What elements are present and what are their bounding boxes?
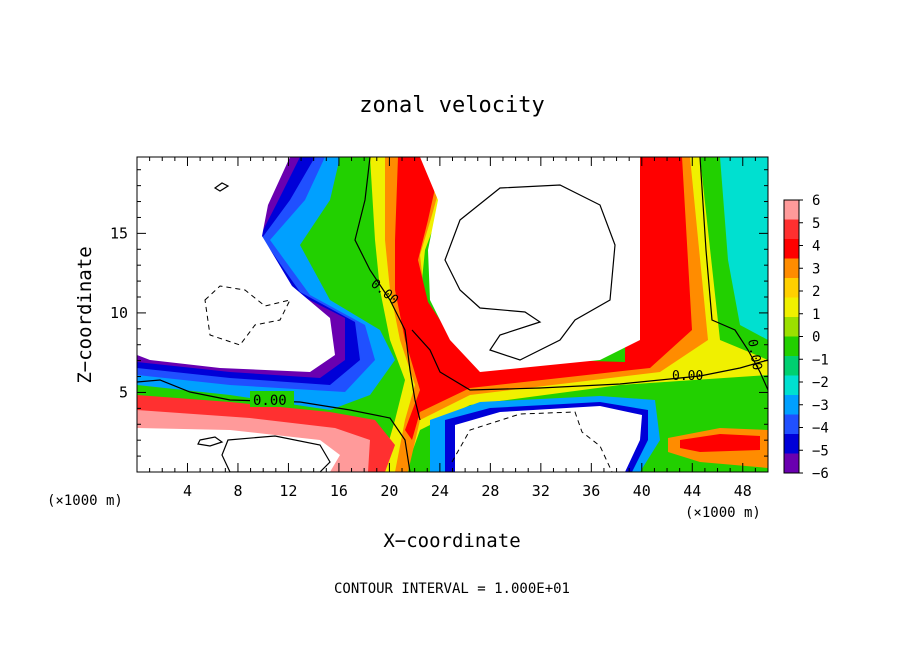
- colorbar-label: 6: [812, 193, 820, 209]
- x-tick-label: 8: [233, 482, 242, 500]
- colorbar-label: 0: [812, 330, 820, 346]
- colorbar-label: −1: [812, 352, 829, 368]
- colorbar-swatch: [784, 219, 799, 240]
- x-tick-label: 36: [582, 482, 600, 500]
- x-unit-right: (×1000 m): [685, 505, 761, 521]
- colorbar-label: 3: [812, 261, 820, 277]
- small-closed-contour: [221, 435, 331, 472]
- contour-label-4: 0.00: [744, 338, 764, 371]
- x-tick-label: 32: [532, 482, 550, 500]
- x-tick-label: 20: [380, 482, 398, 500]
- positive-band-mid: [385, 157, 708, 472]
- dashed-contours: [204, 285, 613, 472]
- x-tick-label: 4: [183, 482, 192, 500]
- zero-contour-central-right: [411, 329, 768, 391]
- negative-dashed-contour-left: [204, 285, 291, 346]
- contour-label-1: 0.00: [253, 393, 287, 409]
- colorbar: 6 5 4 3 2 1 0 −1 −2 −3 −4 −5 −6: [783, 193, 829, 482]
- colorbar-label: 1: [812, 307, 820, 323]
- zero-contour-central: [354, 157, 421, 421]
- zero-contour-right: [699, 157, 768, 391]
- colorbar-swatch: [784, 434, 799, 454]
- colorbar-label: −5: [812, 443, 829, 459]
- colorbar-swatch: [784, 356, 799, 376]
- negative-saturated-region: [137, 157, 335, 372]
- heatmap-field: 0.00 0.00 0.00 0.00: [137, 157, 768, 472]
- colorbar-label: −6: [812, 466, 829, 482]
- colorbar-swatch: [784, 200, 799, 220]
- colorbar-swatch: [784, 258, 799, 279]
- x-tick-label: 44: [683, 482, 701, 500]
- x-tick-label: 24: [431, 482, 449, 500]
- x-unit-left: (×1000 m): [47, 493, 123, 509]
- colorbar-label: 4: [812, 239, 820, 255]
- colorbar-swatch: [784, 453, 799, 474]
- x-axis-label: X−coordinate: [383, 530, 520, 552]
- x-axis: 4 8 12 16 20 24 28 32 36 40 44 48: [149, 157, 756, 500]
- y-axis-label: Z−coordinate: [74, 246, 96, 383]
- chart-title: zonal velocity: [359, 93, 544, 118]
- x-tick-label: 16: [330, 482, 348, 500]
- colorbar-swatch: [784, 336, 799, 357]
- colorbar-label: 5: [812, 216, 820, 232]
- lower-middle-saturated-region: [455, 406, 642, 472]
- contour-interval-note: CONTOUR INTERVAL = 1.000E+01: [334, 581, 570, 597]
- x-tick-label: 12: [279, 482, 297, 500]
- colorbar-swatch: [784, 395, 799, 415]
- y-tick-label: 5: [119, 383, 128, 401]
- colorbar-label: −3: [812, 398, 829, 414]
- y-axis: 5 10 15: [110, 169, 768, 457]
- colorbar-swatch: [784, 239, 799, 259]
- lower-right-positive-inner: [680, 434, 760, 452]
- small-closed-contour-2: [197, 436, 224, 447]
- zero-contour-left: [137, 379, 411, 472]
- colorbar-swatch: [784, 297, 799, 318]
- colorbar-swatch: [784, 317, 799, 337]
- colorbar-label: −4: [812, 421, 829, 437]
- y-tick-label: 10: [110, 304, 128, 322]
- positive-saturated-region: [420, 157, 640, 372]
- x-tick-label: 48: [734, 482, 752, 500]
- contour-label-3: 0.00: [672, 369, 703, 384]
- x-tick-label: 40: [633, 482, 651, 500]
- small-closed-contour-3: [213, 182, 230, 192]
- colorbar-label: −2: [812, 375, 829, 391]
- x-tick-label: 28: [481, 482, 499, 500]
- colorbar-swatch: [784, 375, 799, 396]
- contour-lines: [137, 157, 768, 472]
- y-tick-label: 15: [110, 224, 128, 242]
- colorbar-swatch: [784, 414, 799, 435]
- contour-label-bg-1: [250, 391, 294, 407]
- colorbar-label: 2: [812, 284, 820, 300]
- positive-band-inner: [395, 157, 692, 440]
- negative-dashed-contour-bottom: [451, 411, 613, 472]
- right-band: [720, 157, 768, 340]
- positive-closed-contour: [444, 184, 616, 361]
- colorbar-swatch: [784, 278, 799, 298]
